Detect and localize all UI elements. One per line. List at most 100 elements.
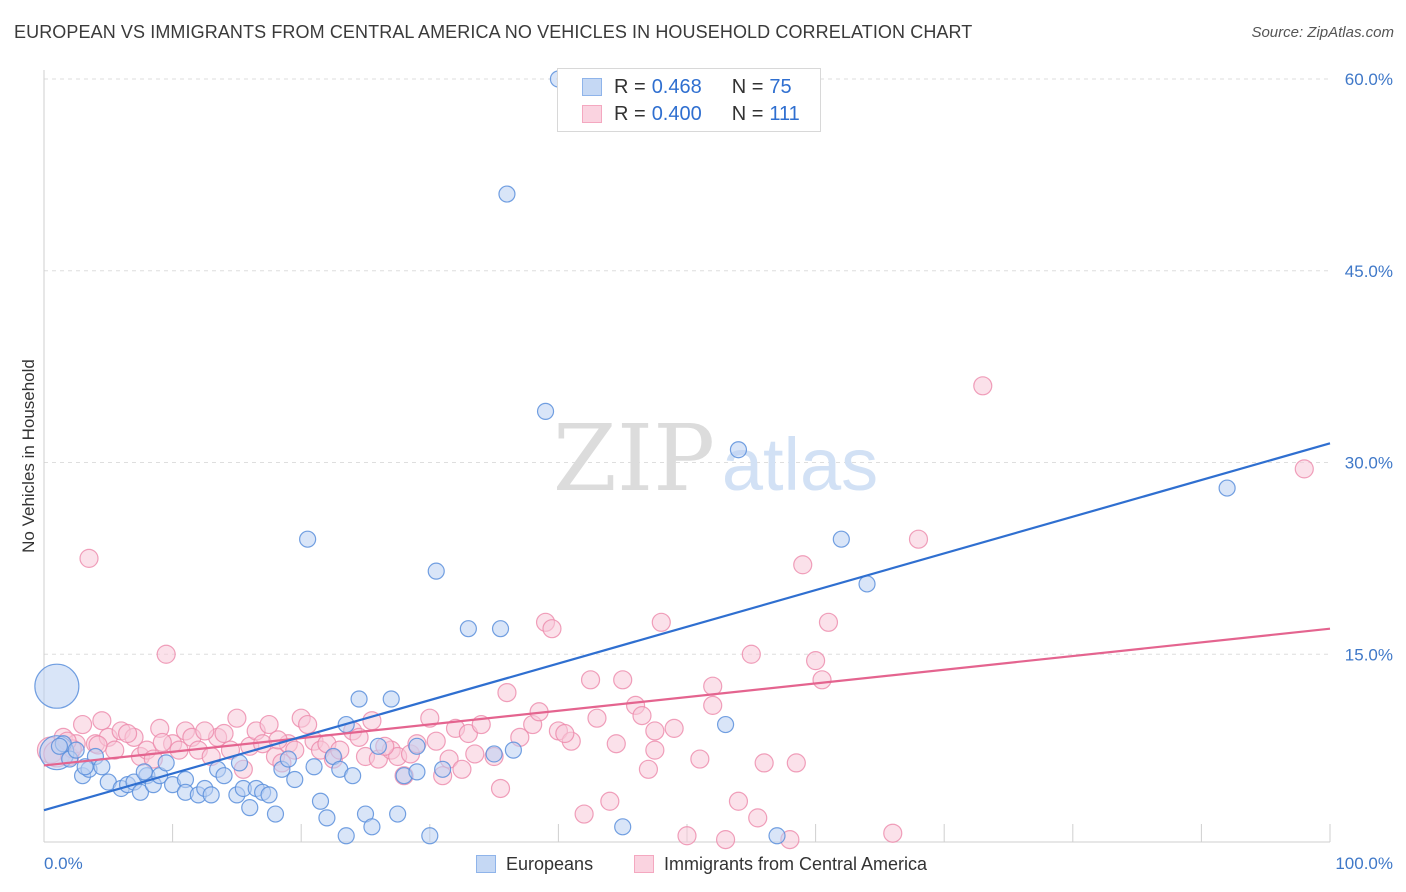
- immigrants-point: [703, 676, 723, 696]
- europeans-trendline: [43, 442, 1331, 812]
- immigrants-point: [497, 682, 517, 703]
- europeans-point: [350, 690, 368, 708]
- immigrants-point: [703, 695, 723, 715]
- legend-row-europeans: R = 0.468 N = 75: [582, 75, 792, 99]
- europeans-point: [299, 530, 317, 548]
- immigrants-point: [259, 714, 279, 735]
- europeans-point: [369, 737, 387, 755]
- immigrants-point: [805, 651, 826, 671]
- europeans-point: [504, 741, 522, 759]
- y-axis-label: No Vehicles in Household: [19, 359, 38, 553]
- europeans-point: [230, 754, 249, 772]
- europeans-point: [427, 562, 445, 580]
- europeans-point: [434, 760, 452, 778]
- watermark-atlas: atlas: [722, 423, 878, 506]
- europeans-point: [408, 763, 426, 781]
- europeans-point: [858, 575, 876, 593]
- europeans-point: [241, 799, 259, 817]
- immigrants-point: [1294, 459, 1314, 479]
- europeans-point: [408, 737, 426, 755]
- immigrants-point: [973, 376, 993, 396]
- immigrants-point: [812, 670, 832, 690]
- bottom-legend-europeans: Europeans: [476, 852, 593, 876]
- legend-r-value: 0.468: [651, 75, 702, 98]
- europeans-point: [832, 530, 850, 548]
- immigrants-point: [664, 718, 684, 738]
- europeans-point: [318, 809, 336, 827]
- immigrants-point: [715, 830, 736, 850]
- bottom-legend-immigrants: Immigrants from Central America: [634, 852, 927, 876]
- immigrants-point: [298, 714, 318, 735]
- immigrants-point: [786, 753, 806, 773]
- immigrants-point: [645, 740, 665, 760]
- x-tick-label: 0.0%: [44, 854, 83, 873]
- europeans-point: [50, 737, 69, 755]
- europeans-point: [1218, 479, 1236, 497]
- europeans-point: [485, 745, 503, 763]
- immigrants-point: [156, 644, 176, 664]
- europeans-point: [202, 786, 220, 804]
- immigrants-point: [214, 723, 234, 744]
- immigrants-point: [79, 548, 99, 568]
- immigrants-point: [587, 708, 607, 728]
- immigrants-point: [754, 753, 774, 773]
- europeans-point: [421, 827, 439, 845]
- europeans-point: [260, 786, 278, 804]
- immigrants-point: [600, 791, 620, 811]
- europeans-point: [382, 690, 400, 708]
- immigrants-point: [677, 826, 697, 846]
- immigrants-point: [908, 529, 929, 549]
- immigrants-point: [651, 612, 671, 632]
- legend-r-value: 0.400: [651, 102, 702, 125]
- legend: R = 0.468 N = 75 R = 0.400 N = 111: [557, 68, 821, 132]
- europeans-point: [279, 750, 297, 768]
- immigrants-point: [632, 706, 652, 726]
- immigrants-point: [645, 721, 665, 741]
- immigrants-point: [92, 711, 112, 731]
- immigrants-point: [542, 619, 562, 639]
- europeans-point: [389, 805, 407, 823]
- immigrants-point: [574, 804, 594, 824]
- y-tick-label: 15.0%: [1345, 645, 1393, 664]
- immigrants-point: [613, 670, 633, 690]
- europeans-point: [215, 767, 233, 785]
- europeans-point: [135, 763, 153, 781]
- watermark: ZIP atlas: [553, 405, 878, 512]
- europeans-point: [337, 827, 355, 845]
- europeans-point: [729, 441, 748, 459]
- chart-title: EUROPEAN VS IMMIGRANTS FROM CENTRAL AMER…: [14, 22, 973, 42]
- trendlines: [43, 442, 1331, 812]
- immigrants-trendline: [43, 627, 1331, 767]
- europeans-point: [491, 620, 510, 638]
- europeans-point: [286, 770, 304, 789]
- europeans-point: [768, 827, 786, 845]
- y-tick-label: 30.0%: [1345, 454, 1393, 473]
- europeans-point: [716, 715, 735, 734]
- bottom-swatch-immigrants: [634, 855, 654, 873]
- europeans-point: [157, 754, 175, 772]
- europeans-point: [459, 620, 477, 638]
- europeans-point: [344, 767, 362, 785]
- europeans-point: [76, 758, 94, 776]
- immigrants-point: [227, 708, 247, 728]
- immigrants-point: [420, 708, 440, 728]
- bottom-legend-europeans-label: Europeans: [506, 853, 594, 874]
- source-label: Source: ZipAtlas.com: [1251, 24, 1394, 41]
- legend-n-label: N =: [731, 75, 764, 98]
- immigrants-point: [195, 721, 215, 741]
- europeans-point: [536, 402, 555, 420]
- legend-row-immigrants: R = 0.400 N = 111: [582, 102, 800, 126]
- y-tick-label: 45.0%: [1345, 262, 1393, 281]
- legend-n-value: 111: [769, 102, 800, 125]
- tick-labels: 15.0% 30.0% 45.0% 60.0% 0.0% 100.0%: [44, 70, 1393, 873]
- legend-swatch-immigrants: [582, 105, 602, 123]
- immigrants-point: [490, 778, 511, 799]
- europeans-point: [131, 783, 150, 801]
- immigrants-point: [72, 714, 93, 735]
- immigrants-point: [690, 749, 710, 769]
- immigrants-point: [452, 759, 472, 779]
- bottom-legend-immigrants-label: Immigrants from Central America: [664, 853, 928, 874]
- bottom-swatch-europeans: [476, 855, 496, 873]
- immigrants-point: [117, 723, 138, 744]
